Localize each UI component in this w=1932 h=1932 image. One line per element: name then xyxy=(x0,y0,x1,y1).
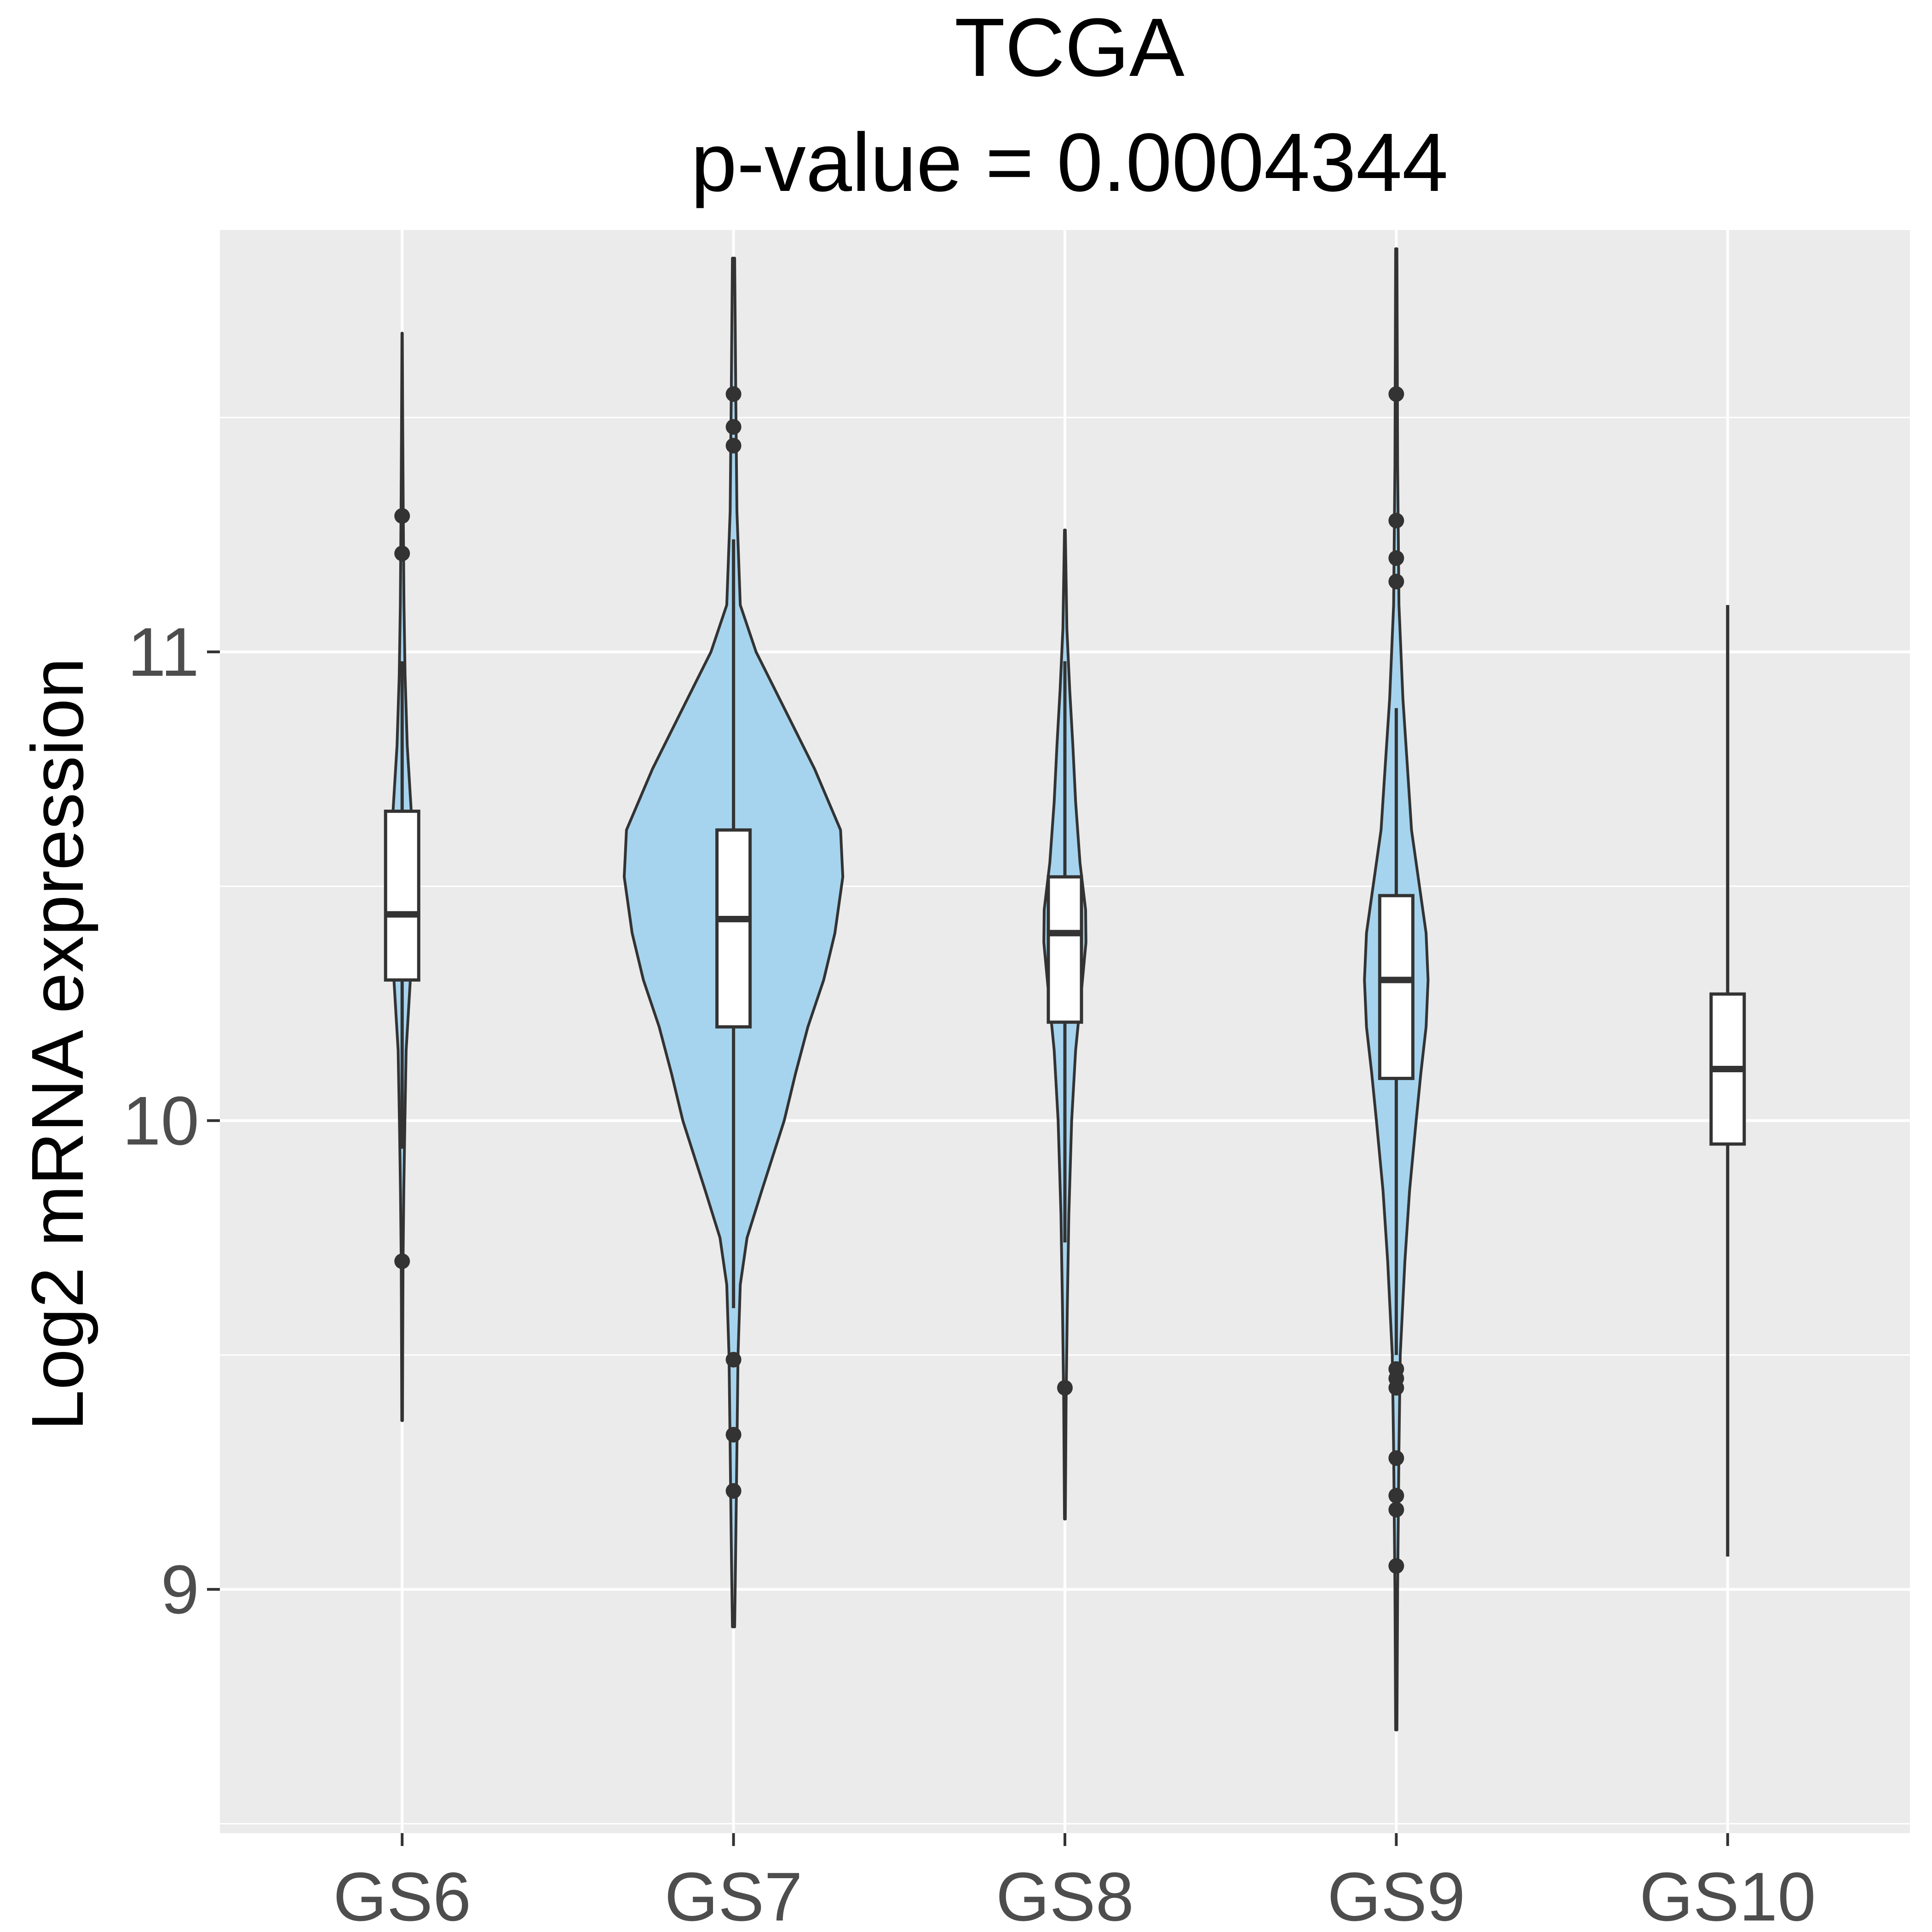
box-GS7 xyxy=(715,828,752,1029)
outlier-points xyxy=(394,386,1404,1574)
outlier-point-GS7 xyxy=(725,1426,742,1443)
x-tick-label: GS10 xyxy=(1639,1858,1816,1932)
x-tick-label: GS6 xyxy=(333,1858,471,1932)
x-tick-label: GS8 xyxy=(996,1858,1134,1932)
outlier-point-GS7 xyxy=(725,437,742,454)
box-GS8 xyxy=(1046,875,1083,1024)
chart-subtitle: p-value = 0.0004344 xyxy=(691,116,1448,209)
box-GS9 xyxy=(1378,894,1414,1080)
y-tick-label: 10 xyxy=(122,1082,199,1159)
outlier-point-GS6 xyxy=(394,1253,410,1269)
y-tick-label: 9 xyxy=(161,1551,199,1628)
y-axis-title: Log2 mRNA expression xyxy=(16,658,98,1431)
outlier-point-GS8 xyxy=(1057,1380,1073,1396)
outlier-point-GS9 xyxy=(1388,1380,1404,1396)
outlier-point-GS9 xyxy=(1388,1558,1404,1574)
box-GS6 xyxy=(384,810,420,982)
chart-title: TCGA xyxy=(954,1,1184,94)
outlier-point-GS9 xyxy=(1388,512,1404,529)
outlier-point-GS9 xyxy=(1388,386,1404,402)
axes: 9 10 11 GS6 GS7 GS8 GS9 GS10 xyxy=(122,613,1816,1932)
outlier-point-GS9 xyxy=(1388,1488,1404,1504)
outlier-point-GS7 xyxy=(725,1351,742,1368)
outlier-point-GS6 xyxy=(394,508,410,524)
outlier-point-GS7 xyxy=(725,419,742,435)
outlier-point-GS7 xyxy=(725,1483,742,1499)
outlier-point-GS9 xyxy=(1388,1501,1404,1518)
outlier-point-GS9 xyxy=(1388,1450,1404,1466)
x-tick-label: GS9 xyxy=(1327,1858,1465,1932)
outlier-point-GS6 xyxy=(394,546,410,562)
outlier-point-GS9 xyxy=(1388,574,1404,590)
boxplots xyxy=(384,539,1746,1557)
outlier-point-GS9 xyxy=(1388,550,1404,566)
outlier-point-GS7 xyxy=(725,386,742,402)
x-tick-label: GS7 xyxy=(665,1858,803,1932)
y-tick-label: 11 xyxy=(127,613,199,690)
